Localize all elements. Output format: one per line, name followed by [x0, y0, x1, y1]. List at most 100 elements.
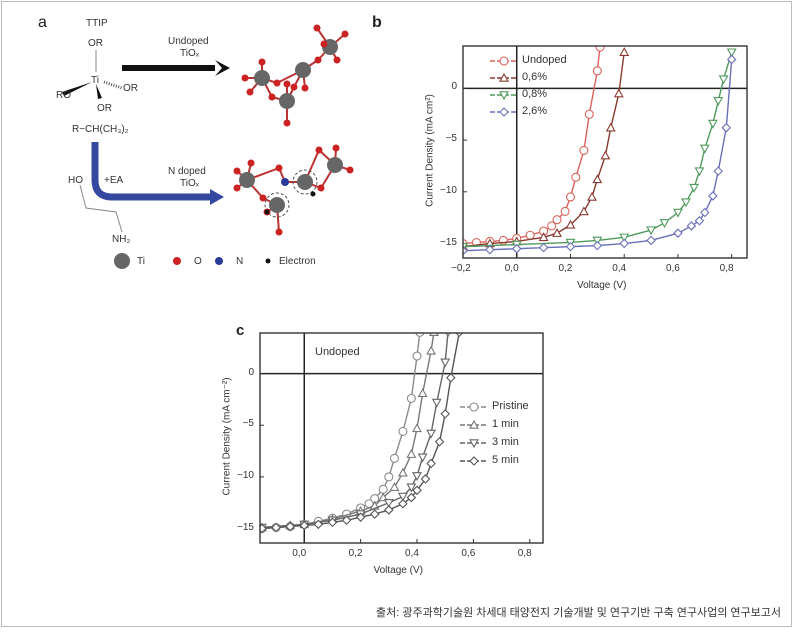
legend-label: 0,6%: [522, 71, 548, 83]
marker-circle: [584, 109, 594, 119]
o-atom: [314, 56, 322, 64]
wedge-bond: [62, 82, 92, 96]
marker-circle: [412, 351, 422, 361]
o-legend-ball: [173, 257, 181, 265]
y-tick-label: −5: [445, 133, 457, 145]
marker-diamond: [565, 241, 576, 252]
marker-triangle-up: [417, 388, 428, 397]
x-axis-label: Voltage (V): [577, 280, 627, 291]
marker-triangle-up: [406, 449, 417, 458]
ti-legend-ball: [114, 253, 130, 269]
marker-triangle-up: [592, 174, 603, 184]
marker-triangle-down: [440, 358, 451, 368]
ndoped-label: N doped: [168, 166, 206, 177]
nh2-label: NH₂: [112, 234, 131, 245]
legend-o: O: [194, 256, 202, 267]
marker-circle: [406, 393, 416, 403]
x-axis-label: Voltage (V): [373, 565, 423, 576]
marker-circle: [525, 230, 535, 240]
plot-frame: [259, 332, 544, 544]
o-atom: [259, 194, 267, 202]
ti-atom: [269, 197, 285, 213]
marker-triangle-up: [619, 47, 630, 56]
ti-atom: [327, 157, 343, 173]
o-atom: [290, 83, 298, 91]
x-tick-label: 0,8: [517, 548, 532, 559]
o-atom: [241, 74, 249, 82]
series-group: [463, 46, 737, 256]
marker-diamond: [299, 520, 310, 531]
marker-triangle-up: [552, 228, 562, 237]
x-tick-label: 0,8: [719, 263, 734, 274]
o-atom: [233, 184, 241, 192]
o-atom: [333, 56, 341, 64]
marker-triangle-down: [659, 219, 670, 228]
electron-orbit: [264, 192, 290, 218]
marker-circle: [595, 46, 605, 52]
marker-diamond: [713, 166, 724, 176]
marker-diamond: [646, 235, 656, 246]
legend-label: 2,6%: [522, 105, 548, 117]
o-atom: [268, 93, 276, 101]
undoped-label: Undoped: [168, 36, 209, 47]
marker-diamond: [420, 474, 431, 484]
marker-diamond: [463, 245, 468, 256]
marker-circle: [547, 221, 557, 231]
marker-diamond: [355, 512, 366, 522]
y-tick-label: 0: [451, 81, 457, 93]
electron-orbit: [292, 169, 318, 195]
marker-circle: [415, 333, 425, 337]
marker-triangle-down: [699, 144, 710, 154]
marker-circle: [592, 66, 602, 76]
marker-triangle-up: [613, 88, 624, 98]
undoped-tiox-label: TiOₓ: [180, 48, 200, 59]
x-tick-label: 0,0: [504, 263, 519, 274]
legend-label: Undoped: [522, 54, 567, 66]
ro-left: RO: [56, 90, 71, 101]
o-atom: [341, 30, 349, 38]
ti-atom: [254, 70, 270, 86]
marker-diamond: [426, 458, 436, 469]
marker-triangle-down: [726, 48, 737, 58]
ndoped-tiox-molecule: [233, 144, 354, 236]
legend-label: 5 min: [492, 454, 519, 466]
marker-triangle-down: [694, 167, 705, 177]
marker-triangle-down: [417, 453, 428, 463]
o-atom: [320, 40, 328, 48]
y-tick-label: −10: [440, 184, 457, 196]
chart-b: [462, 45, 748, 259]
panel-b-label: b: [372, 14, 382, 31]
marker-diamond: [446, 372, 456, 383]
series-group: [260, 333, 464, 534]
marker-triangle-up: [389, 482, 400, 491]
marker-circle: [560, 206, 570, 217]
marker-triangle-up: [499, 72, 509, 82]
electron-dot: [264, 209, 270, 215]
marker-diamond: [538, 242, 549, 253]
o-atom: [273, 79, 281, 87]
marker-triangle-down: [718, 75, 729, 85]
undoped-annotation: Undoped: [315, 346, 360, 358]
x-tick-label: 0,6: [665, 263, 680, 274]
y-tick-label: −10: [237, 469, 254, 481]
marker-diamond: [686, 221, 697, 231]
marker-triangle-up: [538, 232, 549, 242]
o-atom: [247, 159, 255, 167]
marker-triangle-down: [673, 208, 683, 218]
marker-diamond: [313, 519, 324, 530]
o-atom: [275, 228, 283, 236]
hashed-bond: [103, 80, 123, 90]
marker-triangle-down: [681, 198, 691, 208]
marker-diamond: [327, 517, 338, 528]
y-tick-label: −15: [237, 521, 254, 533]
marker-diamond: [721, 122, 732, 133]
marker-triangle-down: [397, 492, 408, 502]
undoped-arrow-head: [215, 60, 230, 76]
undoped-tiox-molecule: [241, 24, 349, 127]
marker-circle: [579, 145, 589, 155]
x-tick-label: 0,2: [348, 548, 363, 559]
o-atom: [275, 164, 283, 172]
marker-circle: [384, 472, 394, 482]
marker-diamond: [700, 207, 710, 218]
